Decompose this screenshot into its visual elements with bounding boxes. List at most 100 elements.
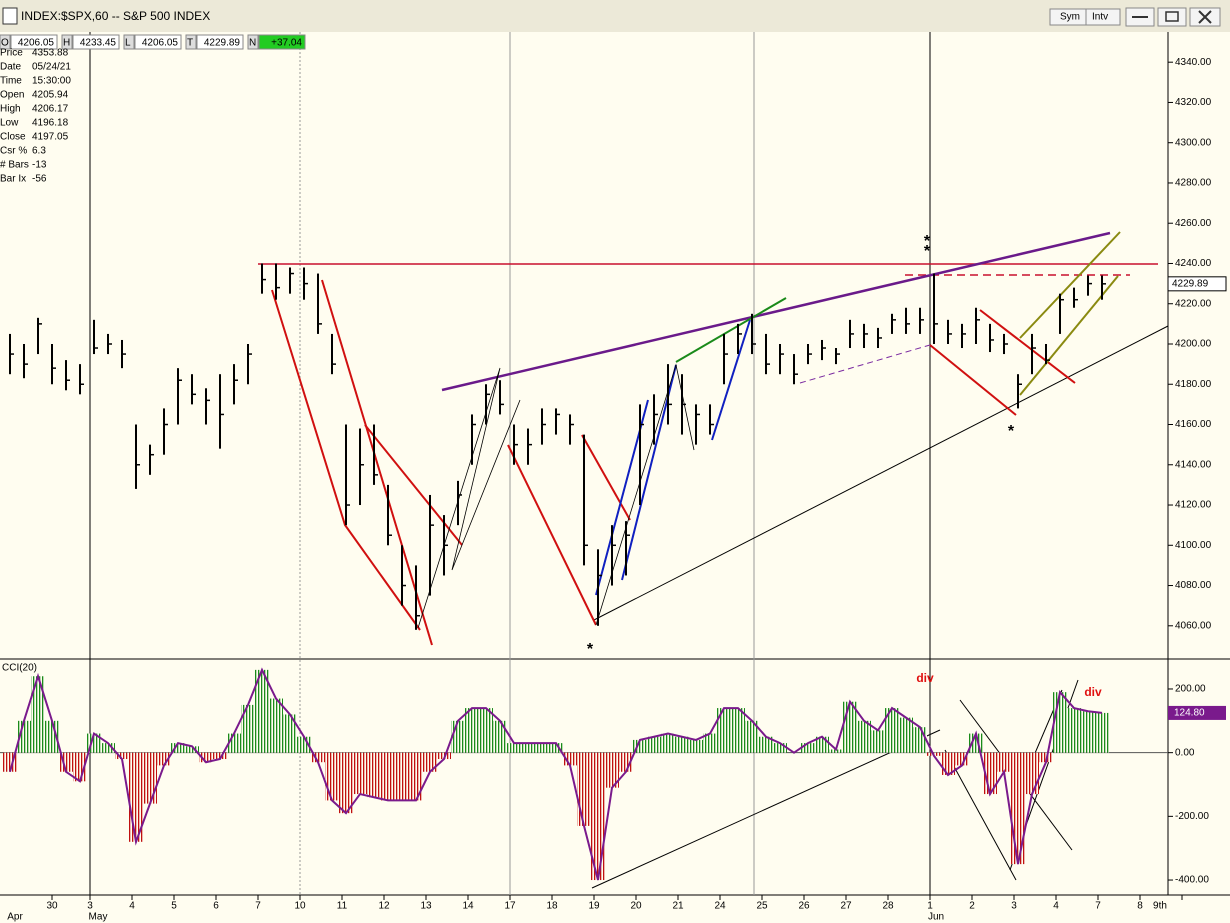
x-tick-label: 24 <box>714 901 726 912</box>
cci-bar <box>395 752 409 801</box>
data-window-label: Date <box>0 62 22 73</box>
cci-bar <box>829 749 843 753</box>
y-tick-label: -200.00 <box>1175 811 1209 822</box>
cci-bar <box>409 752 423 801</box>
quote-label: L <box>125 38 131 49</box>
quote-label: H <box>63 38 70 49</box>
cci-bar <box>745 720 759 753</box>
quote-value: +37.04 <box>271 38 302 49</box>
star-marker: * <box>587 641 594 658</box>
cci-bar <box>45 720 59 753</box>
cci-bar <box>157 752 171 766</box>
cci-bar <box>423 752 437 772</box>
y-tick-label: 4180.00 <box>1175 379 1212 390</box>
quote-value-box <box>134 34 182 50</box>
data-window-label: High <box>0 104 21 115</box>
cci-bar <box>591 752 605 881</box>
intv-button[interactable] <box>1085 8 1121 26</box>
thin-wave <box>417 367 521 629</box>
last-price-label: 4229.89 <box>1172 278 1209 289</box>
y-tick-label: 4320.00 <box>1175 97 1212 108</box>
x-tick-label: 20 <box>630 901 642 912</box>
red-wave <box>507 444 597 626</box>
blue-wave <box>711 319 751 441</box>
cci-bar <box>1095 712 1109 753</box>
lower-trend-line <box>593 325 1169 621</box>
value-axis-area <box>1168 32 1230 923</box>
quote-value: 4229.89 <box>204 38 241 49</box>
cci-bar <box>297 736 311 753</box>
green-wave <box>675 297 787 363</box>
quote-value: 4206.05 <box>142 38 179 49</box>
x-tick-label: 8 <box>1137 901 1143 912</box>
cci-bar <box>353 752 367 795</box>
cci-last-label: 124.80 <box>1174 708 1205 719</box>
y-tick-label: 4340.00 <box>1175 57 1212 68</box>
cci-bar <box>885 708 899 753</box>
cci-bar <box>521 743 535 753</box>
x-tick-label: 3 <box>87 901 93 912</box>
x-tick-label: 4 <box>1053 901 1059 912</box>
cci-bar <box>101 743 115 753</box>
cci-bar <box>549 743 563 753</box>
cci-bar <box>1053 692 1067 753</box>
cci-bar <box>1067 708 1081 753</box>
cci-bar <box>185 746 199 753</box>
y-tick-label: 4100.00 <box>1175 540 1212 551</box>
star-marker: * <box>1008 423 1015 440</box>
cci-bar <box>731 708 745 753</box>
cci-bar <box>1081 711 1095 753</box>
cci-bar <box>269 698 283 753</box>
data-window-label: Time <box>0 76 22 87</box>
y-tick-label: 4280.00 <box>1175 178 1212 189</box>
cci-bar <box>661 733 675 753</box>
x-tick-label: 3 <box>1011 901 1017 912</box>
data-window-label: # Bars <box>0 160 29 171</box>
cci-bar <box>213 752 227 760</box>
data-window-value: 4206.17 <box>32 104 69 115</box>
window-title: INDEX:$SPX,60 -- S&P 500 INDEX <box>21 9 210 23</box>
cci-trend-line <box>591 729 941 889</box>
indicator-title: CCI(20) <box>2 663 37 674</box>
x-tick-label: 6 <box>213 901 219 912</box>
maximize-button[interactable] <box>1157 7 1187 27</box>
quote-value-box <box>196 34 244 50</box>
cci-bar <box>199 752 213 763</box>
upper-trend-line <box>441 231 1111 392</box>
data-window-value: 4205.94 <box>32 90 69 101</box>
y-tick-label: 200.00 <box>1175 684 1206 695</box>
quote-value-box <box>258 34 306 50</box>
cci-bar <box>465 708 479 753</box>
y-tick-label: -400.00 <box>1175 875 1209 886</box>
y-tick-label: 0.00 <box>1175 747 1195 758</box>
cci-bar <box>255 669 269 753</box>
cci-bar <box>717 708 731 753</box>
quote-value-box <box>72 34 120 50</box>
thin-wave <box>595 363 695 626</box>
star-marker: * <box>924 243 931 260</box>
x-tick-label: 21 <box>672 901 684 912</box>
cci-bar <box>563 752 577 766</box>
y-tick-label: 4200.00 <box>1175 339 1212 350</box>
y-tick-label: 4260.00 <box>1175 218 1212 229</box>
red-wave <box>979 309 1076 384</box>
div-annotation: div <box>1084 685 1102 699</box>
dashed-trend <box>799 344 931 384</box>
cci-bar <box>311 752 325 763</box>
quote-value: 4206.05 <box>18 38 55 49</box>
cci-bar <box>703 733 717 753</box>
x-tick-label: 2 <box>969 901 975 912</box>
sym-label[interactable]: Sym <box>1060 12 1080 23</box>
y-tick-label: 4140.00 <box>1175 459 1212 470</box>
y-tick-label: 4120.00 <box>1175 500 1212 511</box>
data-window-label: Close <box>0 132 26 143</box>
x-tick-label: 12 <box>378 901 390 912</box>
x-tick-label: 18 <box>546 901 558 912</box>
x-tick-label: 13 <box>420 901 432 912</box>
cci-bar <box>619 752 633 772</box>
cci-bar <box>605 752 619 788</box>
x-tick-label: 25 <box>756 901 768 912</box>
data-window-label: Low <box>0 118 19 129</box>
intv-label[interactable]: Intv <box>1092 12 1108 23</box>
